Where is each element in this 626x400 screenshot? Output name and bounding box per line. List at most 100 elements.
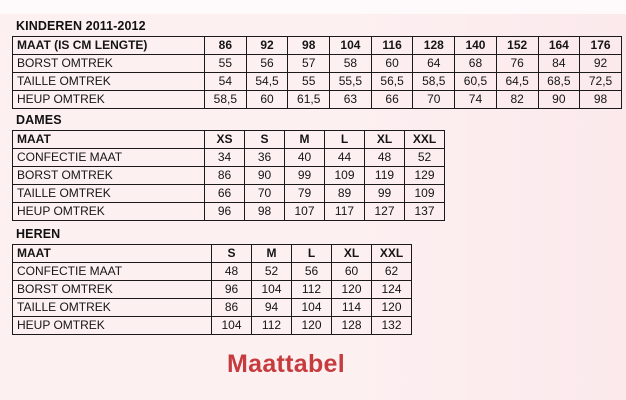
table-cell: 120 <box>371 298 412 317</box>
table-cell: 66 <box>370 90 414 109</box>
table-header-row: MAAT S M L XL XXL <box>12 244 412 263</box>
column-header: L <box>291 244 332 263</box>
table-dames-body: MAAT XS S M L XL XXL CONFECTIE MAAT 34 3… <box>12 130 445 221</box>
section-title-heren: HEREN <box>16 227 61 241</box>
table-kinderen: MAAT (IS CM LENGTE) 86 92 98 104 116 128… <box>12 36 622 109</box>
table-row: BORST OMTREK 96 104 112 120 124 <box>12 280 412 299</box>
table-cell: 56 <box>291 262 332 281</box>
table-cell: 98 <box>244 202 285 221</box>
page-title: Maattabel <box>226 350 345 378</box>
table-heren: MAAT S M L XL XXL CONFECTIE MAAT 48 52 5… <box>12 244 412 335</box>
table-cell: 74 <box>454 90 497 109</box>
row-label: HEUP OMTREK <box>12 316 212 335</box>
column-header: 104 <box>329 36 372 55</box>
table-cell: 104 <box>211 316 252 335</box>
table-cell: 70 <box>412 90 456 109</box>
table-cell: 61,5 <box>287 90 331 109</box>
row-label: HEUP OMTREK <box>12 90 205 109</box>
table-cell: 40 <box>284 148 325 167</box>
table-cell: 79 <box>284 184 325 203</box>
table-cell: 84 <box>537 54 581 73</box>
table-cell: 66 <box>204 184 245 203</box>
table-row: TAILLE OMTREK 66 70 79 89 99 109 <box>12 184 445 203</box>
table-cell: 58 <box>329 54 372 73</box>
table-cell: 54 <box>204 72 247 91</box>
table-cell: 56,5 <box>370 72 414 91</box>
table-cell: 104 <box>291 298 332 317</box>
row-label: TAILLE OMTREK <box>12 72 205 91</box>
table-cell: 99 <box>364 184 405 203</box>
table-header-row: MAAT (IS CM LENGTE) 86 92 98 104 116 128… <box>12 36 622 55</box>
table-cell: 90 <box>537 90 581 109</box>
table-cell: 90 <box>244 166 285 185</box>
table-cell: 44 <box>324 148 365 167</box>
table-cell: 89 <box>324 184 365 203</box>
table-cell: 60,5 <box>454 72 497 91</box>
table-cell: 57 <box>287 54 331 73</box>
table-cell: 58,5 <box>412 72 456 91</box>
table-cell: 58,5 <box>204 90 247 109</box>
table-cell: 76 <box>495 54 539 73</box>
table-cell: 82 <box>495 90 539 109</box>
column-header: M <box>251 244 292 263</box>
table-cell: 60 <box>331 262 372 281</box>
table-cell: 86 <box>211 298 252 317</box>
column-header: 128 <box>412 36 456 55</box>
table-cell: 36 <box>244 148 285 167</box>
column-header: S <box>211 244 252 263</box>
table-row: HEUP OMTREK 104 112 120 128 132 <box>12 316 412 335</box>
column-header: 164 <box>537 36 581 55</box>
section-title-kinderen: KINDEREN 2011-2012 <box>16 19 146 33</box>
table-row: CONFECTIE MAAT 34 36 40 44 48 52 <box>12 148 445 167</box>
table-row: BORST OMTREK 86 90 99 109 119 129 <box>12 166 445 185</box>
table-cell: 34 <box>204 148 245 167</box>
table-cell: 119 <box>364 166 405 185</box>
table-cell: 52 <box>251 262 292 281</box>
column-header-label: MAAT (IS CM LENGTE) <box>12 36 205 55</box>
table-cell: 64 <box>412 54 456 73</box>
table-cell: 132 <box>371 316 412 335</box>
table-cell: 63 <box>329 90 372 109</box>
table-cell: 120 <box>291 316 332 335</box>
table-header-row: MAAT XS S M L XL XXL <box>12 130 445 149</box>
column-header: XXL <box>404 130 445 149</box>
table-cell: 55 <box>287 72 331 91</box>
column-header: S <box>244 130 285 149</box>
table-cell: 60 <box>370 54 414 73</box>
table-cell: 86 <box>204 166 245 185</box>
table-row: BORST OMTREK 55 56 57 58 60 64 68 76 84 … <box>12 54 622 73</box>
table-cell: 62 <box>371 262 412 281</box>
column-header: XXL <box>371 244 412 263</box>
table-row: HEUP OMTREK 58,5 60 61,5 63 66 70 74 82 … <box>12 90 622 109</box>
table-cell: 99 <box>284 166 325 185</box>
row-label: BORST OMTREK <box>12 54 205 73</box>
column-header: 86 <box>204 36 247 55</box>
table-cell: 124 <box>371 280 412 299</box>
table-cell: 109 <box>324 166 365 185</box>
table-cell: 54,5 <box>245 72 289 91</box>
table-cell: 72,5 <box>579 72 622 91</box>
column-header-label: MAAT <box>12 130 205 149</box>
table-cell: 112 <box>291 280 332 299</box>
table-heren-body: MAAT S M L XL XXL CONFECTIE MAAT 48 52 5… <box>12 244 412 335</box>
table-cell: 104 <box>251 280 292 299</box>
table-cell: 92 <box>579 54 622 73</box>
row-label: CONFECTIE MAAT <box>12 262 212 281</box>
column-header: 176 <box>579 36 622 55</box>
row-label: BORST OMTREK <box>12 166 205 185</box>
row-label: CONFECTIE MAAT <box>12 148 205 167</box>
column-header: 140 <box>454 36 497 55</box>
table-row: HEUP OMTREK 96 98 107 117 127 137 <box>12 202 445 221</box>
table-kinderen-body: MAAT (IS CM LENGTE) 86 92 98 104 116 128… <box>12 36 622 109</box>
column-header: XS <box>204 130 245 149</box>
table-cell: 55,5 <box>329 72 372 91</box>
row-label: HEUP OMTREK <box>12 202 205 221</box>
table-cell: 48 <box>211 262 252 281</box>
table-cell: 48 <box>364 148 405 167</box>
column-header: 98 <box>287 36 331 55</box>
table-cell: 120 <box>331 280 372 299</box>
column-header: M <box>284 130 325 149</box>
table-cell: 112 <box>251 316 292 335</box>
column-header: 152 <box>495 36 539 55</box>
